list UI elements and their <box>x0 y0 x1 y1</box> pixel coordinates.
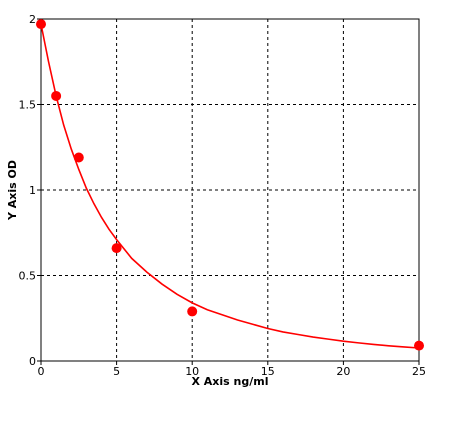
grid-lines <box>41 19 419 361</box>
data-point-0 <box>36 19 46 30</box>
y-tick-label-2: 1 <box>29 184 36 197</box>
x-tick-label-2: 10 <box>185 365 199 378</box>
x-tick-label-5: 25 <box>412 365 426 378</box>
x-tick-label-3: 15 <box>261 365 275 378</box>
y-tick-label-4: 2 <box>29 13 36 26</box>
x-tick-label-0: 0 <box>38 365 45 378</box>
x-tick-label-4: 20 <box>336 365 350 378</box>
y-axis-title: Y Axis OD <box>6 160 19 221</box>
x-axis-title: X Axis ng/ml <box>191 375 268 388</box>
data-point-5 <box>414 340 424 351</box>
x-tick-label-1: 5 <box>113 365 120 378</box>
data-point-1 <box>51 90 62 101</box>
data-point-3 <box>111 243 122 254</box>
y-tick-label-0: 0 <box>29 355 36 368</box>
y-tick-label-1: 0.5 <box>19 270 37 283</box>
data-points <box>36 19 424 351</box>
x-axis-ticks: 0 5 10 15 20 25 <box>38 361 426 378</box>
fit-curve-line <box>40 23 420 349</box>
y-axis-ticks: 0 0.5 1 1.5 2 <box>19 13 41 368</box>
data-point-2 <box>73 152 84 163</box>
y-tick-label-3: 1.5 <box>19 99 37 112</box>
data-point-4 <box>187 306 198 317</box>
